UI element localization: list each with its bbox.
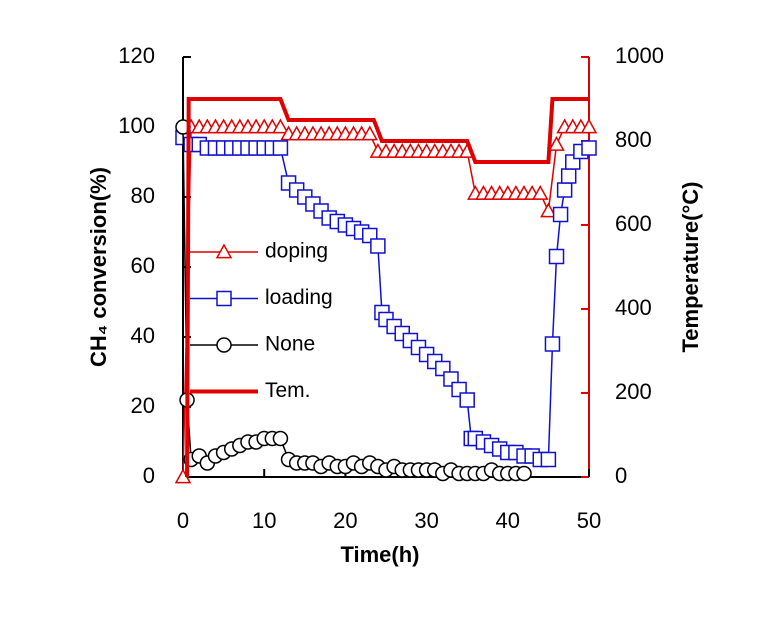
y-tick-label: 120 — [118, 43, 155, 68]
y2-axis-title: Temperature(°C) — [678, 182, 703, 353]
marker — [548, 248, 565, 265]
marker — [544, 336, 561, 352]
y2-tick-label: 0 — [615, 463, 627, 488]
marker — [459, 392, 475, 408]
marker — [361, 125, 379, 141]
series-line — [185, 97, 589, 478]
marker — [580, 118, 598, 134]
marker — [532, 184, 549, 200]
legend-marker — [216, 337, 232, 353]
x-tick-label: 40 — [496, 508, 520, 533]
x-tick-label: 30 — [414, 508, 438, 533]
series-line — [182, 126, 589, 478]
marker — [370, 238, 386, 254]
x-tick-label: 0 — [177, 508, 189, 533]
y2-tick-label: 800 — [615, 127, 652, 152]
y2-tick-label: 600 — [615, 211, 652, 236]
y-axis-title: CH₄ conversion(%) — [86, 167, 111, 367]
marker — [272, 430, 289, 447]
legend-label: Tem. — [265, 379, 311, 402]
legend-label: None — [265, 333, 315, 356]
y-tick-label: 0 — [143, 463, 155, 488]
marker — [556, 182, 573, 198]
marker — [516, 465, 532, 482]
y2-tick-label: 400 — [615, 295, 652, 320]
marker — [272, 118, 289, 134]
legend-label: loading — [265, 286, 333, 309]
x-tick-label: 10 — [252, 508, 276, 533]
marker — [540, 202, 557, 218]
y-tick-label: 80 — [131, 183, 155, 208]
y-tick-label: 100 — [118, 113, 155, 138]
legend-label: doping — [265, 240, 328, 263]
x-tick-label: 20 — [333, 508, 357, 533]
marker — [272, 140, 289, 156]
y2-tick-label: 200 — [615, 379, 652, 404]
y2-tick-label: 1000 — [615, 43, 664, 68]
legend-marker — [216, 290, 232, 307]
y-tick-label: 20 — [131, 393, 155, 418]
marker — [552, 206, 569, 223]
marker — [581, 140, 597, 156]
x-axis-title: Time(h) — [340, 542, 419, 567]
marker — [548, 135, 565, 151]
y-tick-label: 40 — [131, 323, 155, 348]
y-tick-label: 60 — [131, 253, 155, 278]
x-tick-label: 50 — [577, 508, 601, 533]
marker — [540, 451, 557, 468]
marker — [560, 168, 577, 184]
legend-marker — [215, 243, 233, 259]
